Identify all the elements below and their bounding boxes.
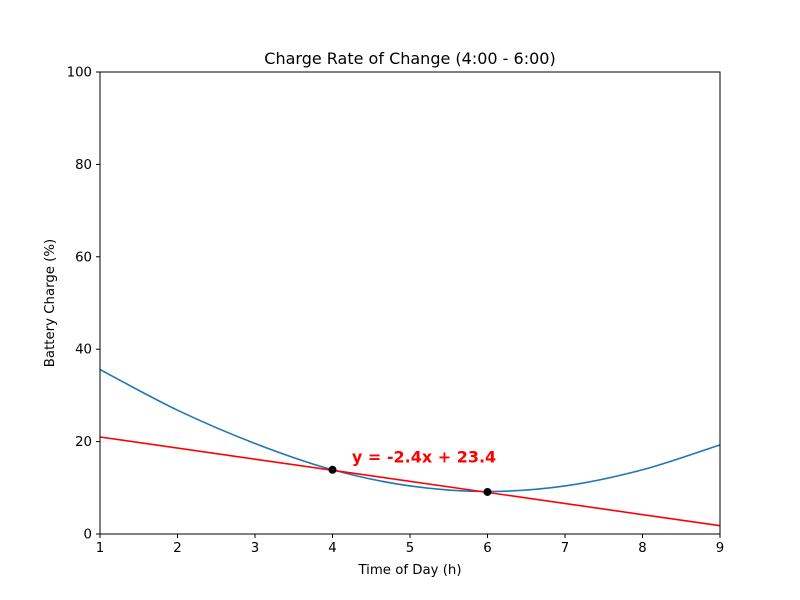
points-layer (328, 465, 492, 496)
annotations-layer: y = -2.4x + 23.4 (352, 447, 496, 466)
x-tick-label: 9 (716, 541, 724, 556)
axes-background (100, 72, 720, 534)
secant-line (99, 436, 721, 527)
x-tick-label: 7 (561, 541, 569, 556)
x-tick-label: 2 (173, 541, 181, 556)
plot-area: y = -2.4x + 23.4 (99, 71, 721, 535)
equation-annotation: y = -2.4x + 23.4 (352, 447, 496, 466)
charge-curve (99, 368, 721, 493)
series-layer (99, 368, 721, 527)
x-tick-label: 1 (96, 541, 104, 556)
x-tick-label: 4 (328, 541, 336, 556)
y-tick-label: 60 (75, 250, 92, 265)
y-tick-label: 100 (67, 66, 92, 81)
marked-point (483, 487, 492, 496)
y-axis-ticks: 0 20 40 60 80 100 (67, 66, 100, 543)
y-tick-label: 0 (84, 528, 92, 543)
x-tick-label: 8 (638, 541, 646, 556)
y-tick-label: 40 (75, 343, 92, 358)
y-tick-label: 80 (75, 158, 92, 173)
chart-title: Charge Rate of Change (4:00 - 6:00) (264, 49, 555, 68)
x-axis-ticks: 1 2 3 4 5 6 7 8 9 (96, 534, 724, 556)
y-tick-label: 20 (75, 435, 92, 450)
y-axis-label: Battery Charge (%) (43, 239, 58, 367)
marked-point (328, 465, 337, 474)
x-tick-label: 3 (251, 541, 259, 556)
x-axis-label: Time of Day (h) (357, 563, 461, 578)
x-tick-label: 6 (483, 541, 491, 556)
x-tick-label: 5 (406, 541, 414, 556)
